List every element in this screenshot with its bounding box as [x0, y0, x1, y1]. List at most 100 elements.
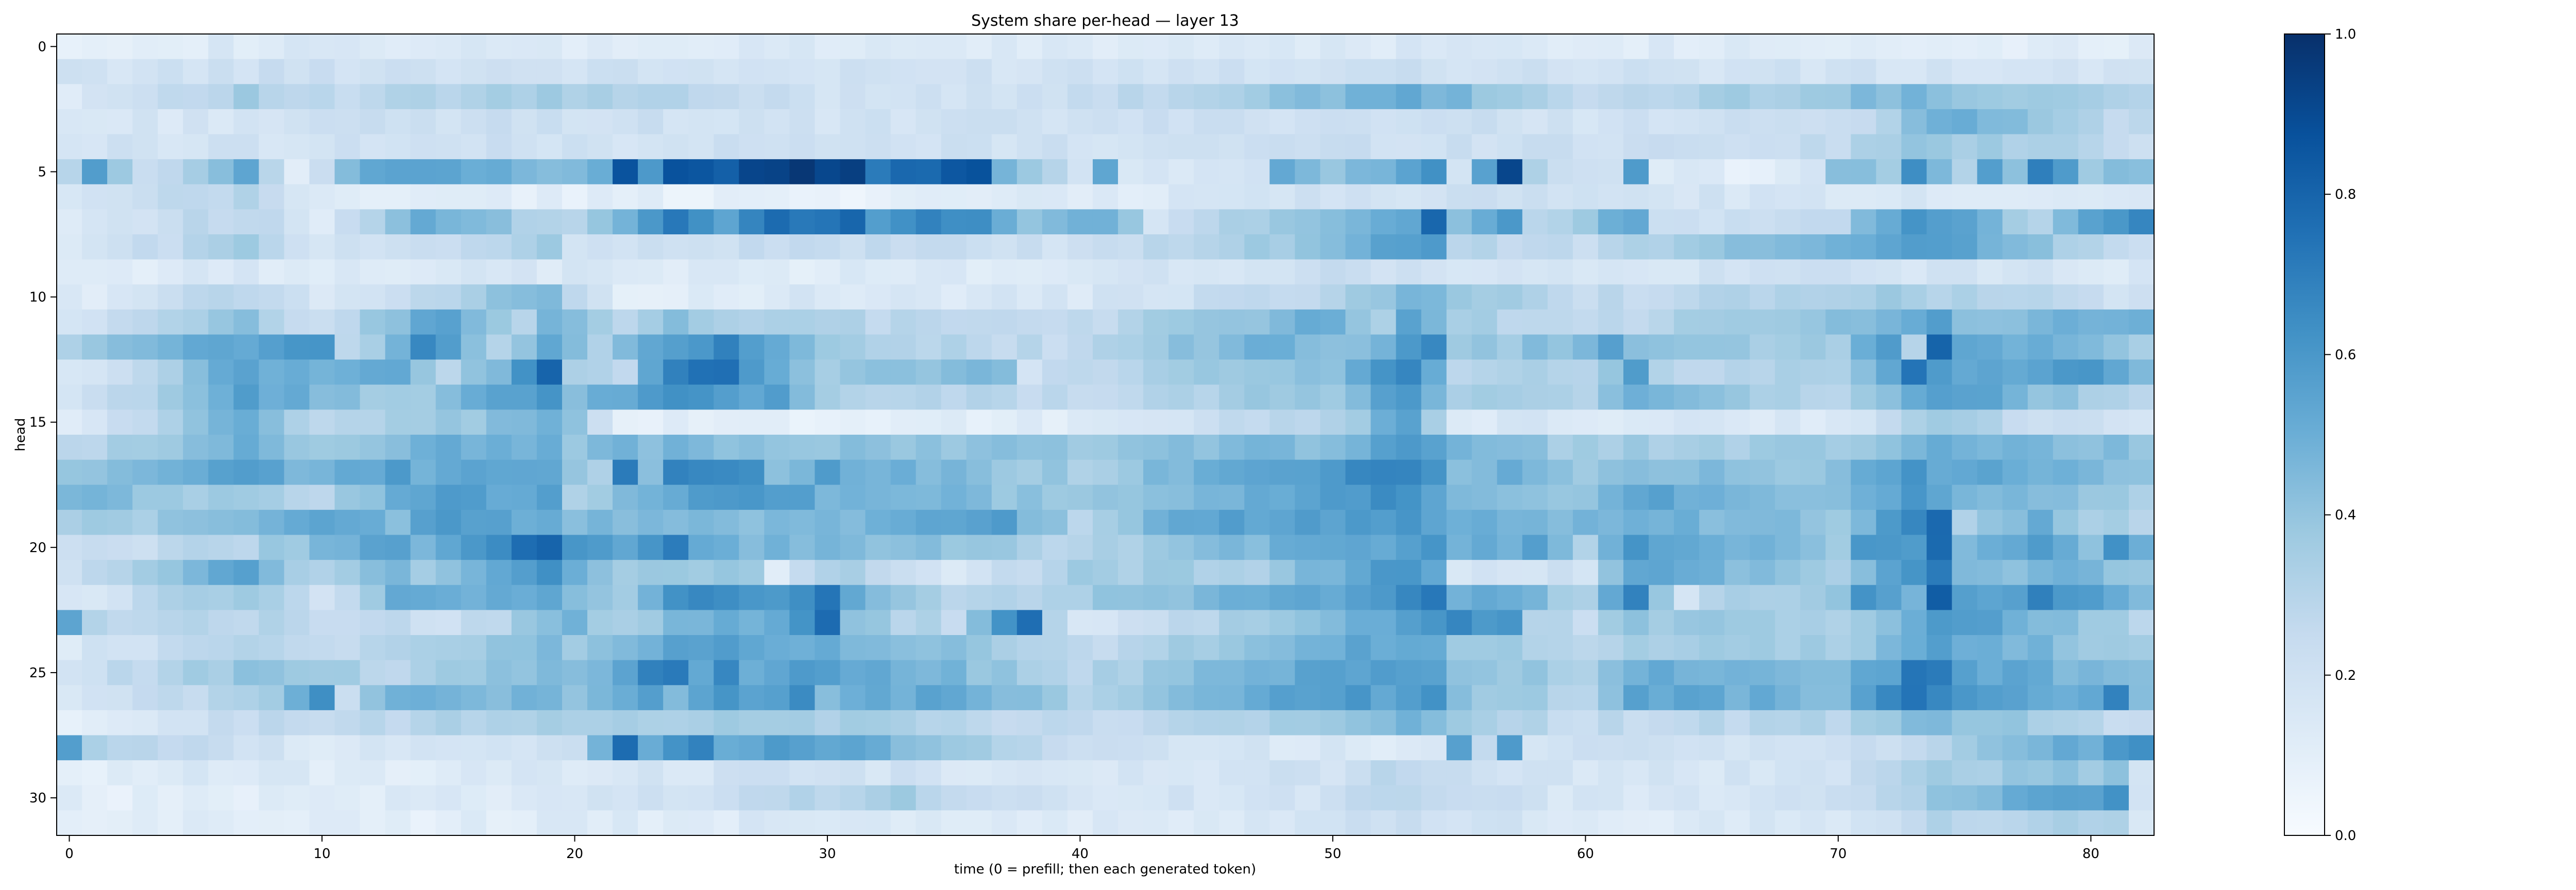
heatmap-cell — [613, 810, 638, 836]
heatmap-cell — [1750, 435, 1775, 460]
heatmap-cell — [233, 435, 259, 460]
heatmap-cell — [1345, 109, 1371, 135]
heatmap-cell — [1572, 334, 1599, 360]
heatmap-cell — [890, 34, 917, 60]
heatmap-cell — [334, 384, 361, 410]
heatmap-cell — [385, 384, 411, 410]
heatmap-cell — [1168, 760, 1194, 786]
heatmap-cell — [1396, 109, 1422, 135]
heatmap-cell — [1952, 685, 1978, 711]
heatmap-cell — [2002, 334, 2028, 360]
heatmap-cell — [1952, 59, 1978, 84]
heatmap-cell — [966, 59, 992, 84]
heatmap-cell — [1244, 760, 1270, 786]
heatmap-cell — [562, 360, 588, 385]
heatmap-cell — [1497, 509, 1523, 536]
heatmap-cell — [1396, 635, 1422, 661]
heatmap-cell — [764, 760, 790, 786]
heatmap-cell — [2002, 409, 2028, 435]
heatmap-cell — [57, 34, 82, 60]
heatmap-cell — [663, 735, 689, 761]
heatmap-cell — [1194, 435, 1219, 460]
heatmap-cell — [82, 760, 108, 786]
heatmap-cell — [1775, 760, 1801, 786]
heatmap-cell — [1572, 360, 1599, 385]
heatmap-cell — [941, 209, 967, 235]
heatmap-cell — [183, 735, 209, 761]
heatmap-cell — [2053, 685, 2079, 711]
heatmap-cell — [1421, 84, 1447, 110]
heatmap-cell — [663, 184, 689, 210]
heatmap-cell — [1421, 259, 1447, 285]
heatmap-cell — [1168, 610, 1194, 636]
heatmap-cell — [916, 134, 942, 160]
heatmap-cell — [233, 710, 259, 736]
heatmap-cell — [1067, 334, 1093, 360]
heatmap-cell — [1370, 760, 1397, 786]
heatmap-cell — [259, 409, 285, 435]
heatmap-cell — [1421, 234, 1447, 260]
heatmap-cell — [1825, 535, 1852, 560]
heatmap-cell — [1396, 560, 1422, 586]
heatmap-cell — [2128, 259, 2155, 285]
heatmap-cell — [360, 360, 386, 385]
heatmap-cell — [1851, 710, 1877, 736]
heatmap-cell — [1926, 585, 1953, 610]
heatmap-cell — [1168, 685, 1194, 711]
heatmap-cell — [1219, 134, 1245, 160]
heatmap-cell — [309, 284, 335, 310]
heatmap-cell — [815, 459, 841, 485]
heatmap-cell — [1118, 409, 1144, 435]
heatmap-cell — [57, 735, 82, 761]
heatmap-cell — [2053, 610, 2079, 636]
heatmap-cell — [1421, 535, 1447, 560]
heatmap-cell — [2027, 810, 2054, 836]
heatmap-cell — [1724, 84, 1750, 110]
heatmap-cell — [1244, 459, 1270, 485]
heatmap-cell — [183, 360, 209, 385]
heatmap-cell — [107, 159, 133, 185]
heatmap-cell — [638, 535, 664, 560]
heatmap-cell — [865, 509, 891, 536]
heatmap-cell — [1825, 259, 1852, 285]
heatmap-cell — [688, 334, 714, 360]
heatmap-cell — [385, 485, 411, 510]
heatmap-cell — [991, 360, 1018, 385]
heatmap-cell — [132, 134, 158, 160]
heatmap-cell — [435, 785, 462, 811]
heatmap-cell — [916, 84, 942, 110]
heatmap-cell — [1295, 760, 1321, 786]
heatmap-cell — [789, 360, 816, 385]
heatmap-cell — [1572, 459, 1599, 485]
heatmap-cell — [385, 409, 411, 435]
heatmap-cell — [284, 760, 310, 786]
heatmap-cell — [1674, 284, 1700, 310]
heatmap-cell — [1194, 409, 1219, 435]
heatmap-cell — [2002, 435, 2028, 460]
heatmap-cell — [815, 635, 841, 661]
heatmap-cell — [1825, 685, 1852, 711]
heatmap-cell — [840, 309, 866, 335]
heatmap-cell — [1219, 34, 1245, 60]
heatmap-cell — [1421, 760, 1447, 786]
heatmap-cell — [309, 509, 335, 536]
heatmap-cell — [1724, 660, 1750, 686]
heatmap-cell — [1800, 585, 1826, 610]
heatmap-cell — [536, 334, 563, 360]
heatmap-cell — [1471, 635, 1498, 661]
heatmap-cell — [1168, 109, 1194, 135]
heatmap-cell — [334, 234, 361, 260]
heatmap-cell — [1421, 59, 1447, 84]
heatmap-cell — [916, 334, 942, 360]
heatmap-cell — [1320, 660, 1346, 686]
heatmap-cell — [1016, 535, 1043, 560]
y-tick-label: 30 — [29, 791, 46, 806]
heatmap-cell — [1825, 384, 1852, 410]
heatmap-cell — [1067, 109, 1093, 135]
heatmap-cell — [1926, 509, 1953, 536]
heatmap-cell — [2078, 84, 2104, 110]
heatmap-cell — [1471, 184, 1498, 210]
heatmap-cell — [815, 109, 841, 135]
heatmap-cell — [435, 735, 462, 761]
